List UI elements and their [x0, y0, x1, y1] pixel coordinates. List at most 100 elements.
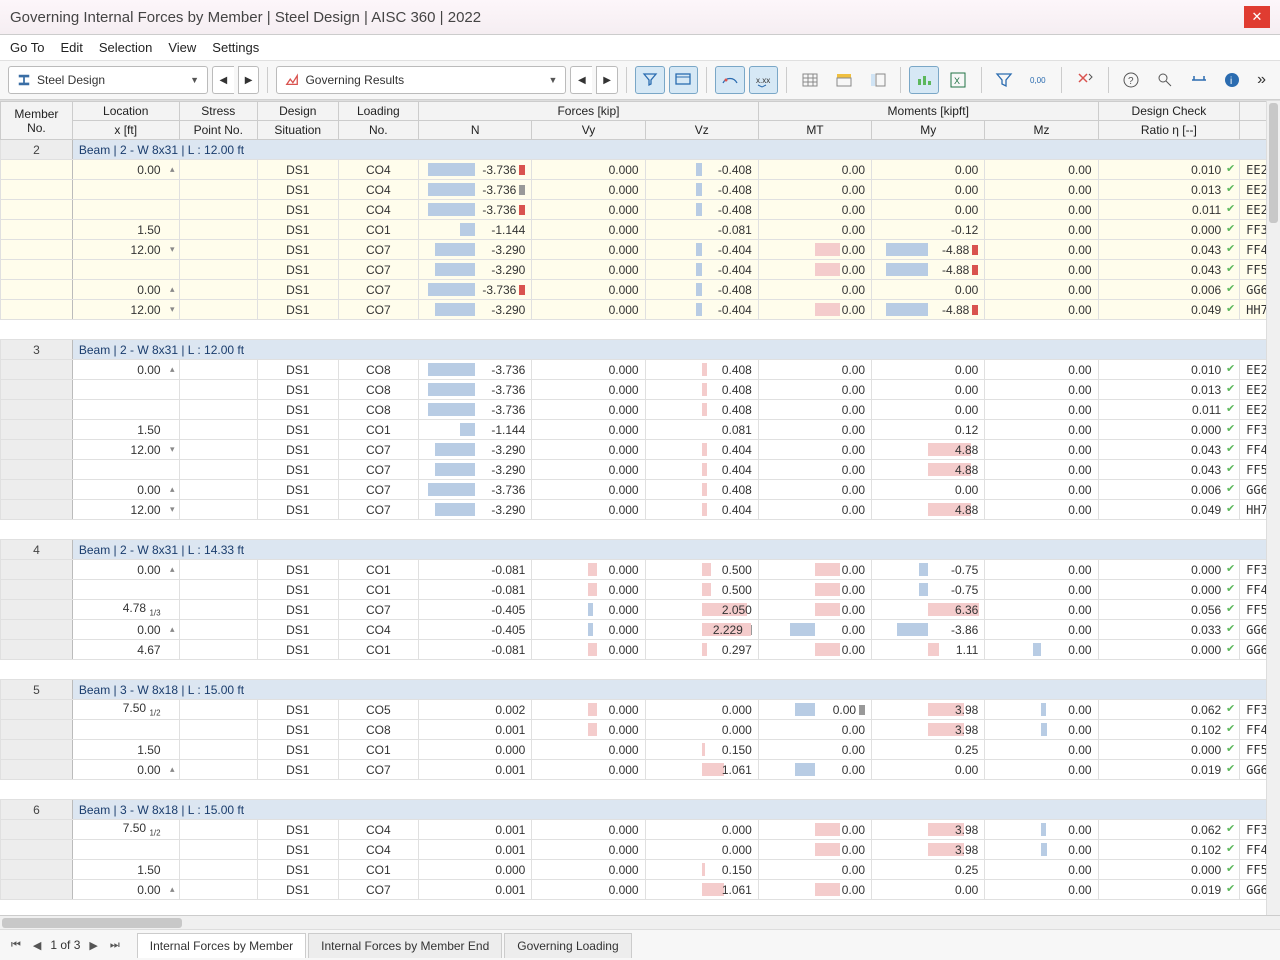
- table-row[interactable]: DS1CO7-3.2900.000-0.4040.00-4.880.000.04…: [1, 260, 1280, 280]
- table-row[interactable]: 0.00 ▴DS1CO1-0.0810.0000.5000.00-0.750.0…: [1, 560, 1280, 580]
- menu-view[interactable]: View: [168, 40, 196, 55]
- tab-forces-by-member[interactable]: Internal Forces by Member: [137, 933, 306, 958]
- table-row[interactable]: 12.00 ▾DS1CO7-3.2900.0000.4040.004.880.0…: [1, 440, 1280, 460]
- table-row[interactable]: DS1CO40.0010.0000.0000.003.980.000.102FF…: [1, 840, 1280, 860]
- titlebar: Governing Internal Forces by Member | St…: [0, 0, 1280, 35]
- pager-last[interactable]: ⏭: [107, 939, 123, 952]
- pointer-remove-icon[interactable]: [1070, 66, 1100, 94]
- table-row[interactable]: DS1CO4-3.7360.000-0.4080.000.000.000.013…: [1, 180, 1280, 200]
- info-icon[interactable]: i: [1217, 66, 1247, 94]
- table-row[interactable]: 0.00 ▴DS1CO70.0010.0001.0610.000.000.000…: [1, 880, 1280, 900]
- table-row[interactable]: DS1CO80.0010.0000.0000.003.980.000.102FF…: [1, 720, 1280, 740]
- table-row[interactable]: 12.00 ▾DS1CO7-3.2900.000-0.4040.00-4.880…: [1, 300, 1280, 320]
- group-header[interactable]: 2Beam | 2 - W 8x31 | L : 12.00 ft: [1, 140, 1280, 160]
- group-header[interactable]: 6Beam | 3 - W 8x18 | L : 15.00 ft: [1, 800, 1280, 820]
- dd1-next[interactable]: ▶: [238, 66, 260, 94]
- menu-settings[interactable]: Settings: [212, 40, 259, 55]
- table-icon[interactable]: [795, 66, 825, 94]
- col-forces[interactable]: Forces [kip]: [419, 102, 759, 121]
- svg-text:0,00: 0,00: [1030, 76, 1046, 85]
- svg-text:?: ?: [1128, 76, 1134, 87]
- beam-view-icon[interactable]: [1184, 66, 1214, 94]
- group-header[interactable]: 3Beam | 2 - W 8x31 | L : 12.00 ft: [1, 340, 1280, 360]
- toolbar: Steel Design ▼ ◀ ▶ Governing Results ▼ ◀…: [0, 61, 1280, 100]
- tab-governing-loading[interactable]: Governing Loading: [504, 933, 631, 958]
- svg-text:x.xx: x.xx: [756, 76, 770, 85]
- horizontal-scrollbar[interactable]: [0, 916, 1280, 930]
- design-dropdown[interactable]: Steel Design ▼: [8, 66, 208, 94]
- table-row[interactable]: 0.00 ▴DS1CO4-3.7360.000-0.4080.000.000.0…: [1, 160, 1280, 180]
- steel-icon: [17, 73, 31, 87]
- pager-next[interactable]: ▶: [86, 939, 100, 952]
- menu-selection[interactable]: Selection: [99, 40, 152, 55]
- close-button[interactable]: ✕: [1244, 6, 1270, 28]
- menu-edit[interactable]: Edit: [60, 40, 82, 55]
- pager-first[interactable]: ⏮: [8, 939, 24, 952]
- columns-icon[interactable]: [863, 66, 893, 94]
- table-row[interactable]: 7.50 1/2DS1CO40.0010.0000.0000.003.980.0…: [1, 820, 1280, 840]
- envelope-icon[interactable]: [715, 66, 745, 94]
- window-title: Governing Internal Forces by Member | St…: [10, 9, 481, 26]
- table-container[interactable]: MemberNo. Location Stress Design Loading…: [0, 100, 1280, 915]
- table-row[interactable]: DS1CO7-3.2900.0000.4040.004.880.000.043F…: [1, 460, 1280, 480]
- footer: ⏮ ◀ 1 of 3 ▶ ⏭ Internal Forces by Member…: [0, 915, 1280, 960]
- table-row[interactable]: 1.50 DS1CO10.0000.0000.1500.000.250.000.…: [1, 860, 1280, 880]
- tab-forces-by-member-end[interactable]: Internal Forces by Member End: [308, 933, 502, 958]
- chevron-down-icon: ▼: [190, 75, 199, 85]
- pager-prev[interactable]: ◀: [30, 939, 44, 952]
- table-row[interactable]: 1.50 DS1CO10.0000.0000.1500.000.250.000.…: [1, 740, 1280, 760]
- pager: ⏮ ◀ 1 of 3 ▶ ⏭: [8, 938, 123, 952]
- table-row[interactable]: 4.78 1/3DS1CO7-0.4050.0002.0500.006.360.…: [1, 600, 1280, 620]
- toolbar-overflow[interactable]: »: [1251, 71, 1272, 89]
- col-designcheck[interactable]: Design Check: [1098, 102, 1240, 121]
- menu-goto[interactable]: Go To: [10, 40, 44, 55]
- table-row[interactable]: 0.00 ▴DS1CO4-0.4050.0002.2290.00-3.860.0…: [1, 620, 1280, 640]
- table-row[interactable]: 0.00 ▴DS1CO70.0010.0001.0610.000.000.000…: [1, 760, 1280, 780]
- col-moments[interactable]: Moments [kipft]: [758, 102, 1098, 121]
- help-icon[interactable]: ?: [1117, 66, 1147, 94]
- table-row[interactable]: 7.50 1/2DS1CO50.0020.0000.0000.003.980.0…: [1, 700, 1280, 720]
- col-member[interactable]: MemberNo.: [1, 102, 73, 140]
- table-row[interactable]: DS1CO4-3.7360.000-0.4080.000.000.000.011…: [1, 200, 1280, 220]
- decimal-icon[interactable]: 0,00: [1023, 66, 1053, 94]
- col-loading[interactable]: Loading: [338, 102, 419, 121]
- table-row[interactable]: 4.67 DS1CO1-0.0810.0000.2970.001.110.000…: [1, 640, 1280, 660]
- table-row[interactable]: DS1CO1-0.0810.0000.5000.00-0.750.000.000…: [1, 580, 1280, 600]
- table-row[interactable]: 1.50 DS1CO1-1.1440.000-0.0810.00-0.120.0…: [1, 220, 1280, 240]
- dd2-next[interactable]: ▶: [596, 66, 618, 94]
- table-row[interactable]: 12.00 ▾DS1CO7-3.2900.0000.4040.004.880.0…: [1, 500, 1280, 520]
- chart-view-icon[interactable]: [909, 66, 939, 94]
- vertical-scrollbar[interactable]: [1266, 101, 1280, 915]
- col-design[interactable]: Design: [257, 102, 338, 121]
- table-row[interactable]: 0.00 ▴DS1CO8-3.7360.0000.4080.000.000.00…: [1, 360, 1280, 380]
- table-row[interactable]: 12.00 ▾DS1CO7-3.2900.000-0.4040.00-4.880…: [1, 240, 1280, 260]
- results-icon: [285, 73, 299, 87]
- table-row[interactable]: 0.00 ▴DS1CO7-3.7360.0000.4080.000.000.00…: [1, 480, 1280, 500]
- group-header[interactable]: 5Beam | 3 - W 8x18 | L : 15.00 ft: [1, 680, 1280, 700]
- svg-text:i: i: [1230, 76, 1232, 87]
- results-dropdown[interactable]: Governing Results ▼: [276, 66, 566, 94]
- excel-export-icon[interactable]: X: [943, 66, 973, 94]
- pager-label: 1 of 3: [50, 938, 80, 952]
- col-location[interactable]: Location: [72, 102, 179, 121]
- dd1-prev[interactable]: ◀: [212, 66, 234, 94]
- find-icon[interactable]: [1150, 66, 1180, 94]
- filter-window-icon[interactable]: [669, 66, 699, 94]
- table-header: MemberNo. Location Stress Design Loading…: [1, 102, 1280, 140]
- filter-funnel-icon[interactable]: [990, 66, 1020, 94]
- col-stress[interactable]: Stress: [179, 102, 257, 121]
- table-row[interactable]: 0.00 ▴DS1CO7-3.7360.000-0.4080.000.000.0…: [1, 280, 1280, 300]
- header-row-icon[interactable]: [829, 66, 859, 94]
- chevron-down-icon: ▼: [549, 75, 558, 85]
- filter-select-icon[interactable]: [635, 66, 665, 94]
- table-row[interactable]: 1.50 DS1CO1-1.1440.0000.0810.000.120.000…: [1, 420, 1280, 440]
- precision-icon[interactable]: x.xx: [749, 66, 779, 94]
- menubar: Go To Edit Selection View Settings: [0, 35, 1280, 61]
- group-header[interactable]: 4Beam | 2 - W 8x31 | L : 14.33 ft: [1, 540, 1280, 560]
- svg-text:X: X: [954, 76, 960, 86]
- table-row[interactable]: DS1CO8-3.7360.0000.4080.000.000.000.011E…: [1, 400, 1280, 420]
- dd2-prev[interactable]: ◀: [570, 66, 592, 94]
- table-row[interactable]: DS1CO8-3.7360.0000.4080.000.000.000.013E…: [1, 380, 1280, 400]
- table-body: 2Beam | 2 - W 8x31 | L : 12.00 ft0.00 ▴D…: [1, 140, 1280, 900]
- forces-table: MemberNo. Location Stress Design Loading…: [0, 101, 1280, 900]
